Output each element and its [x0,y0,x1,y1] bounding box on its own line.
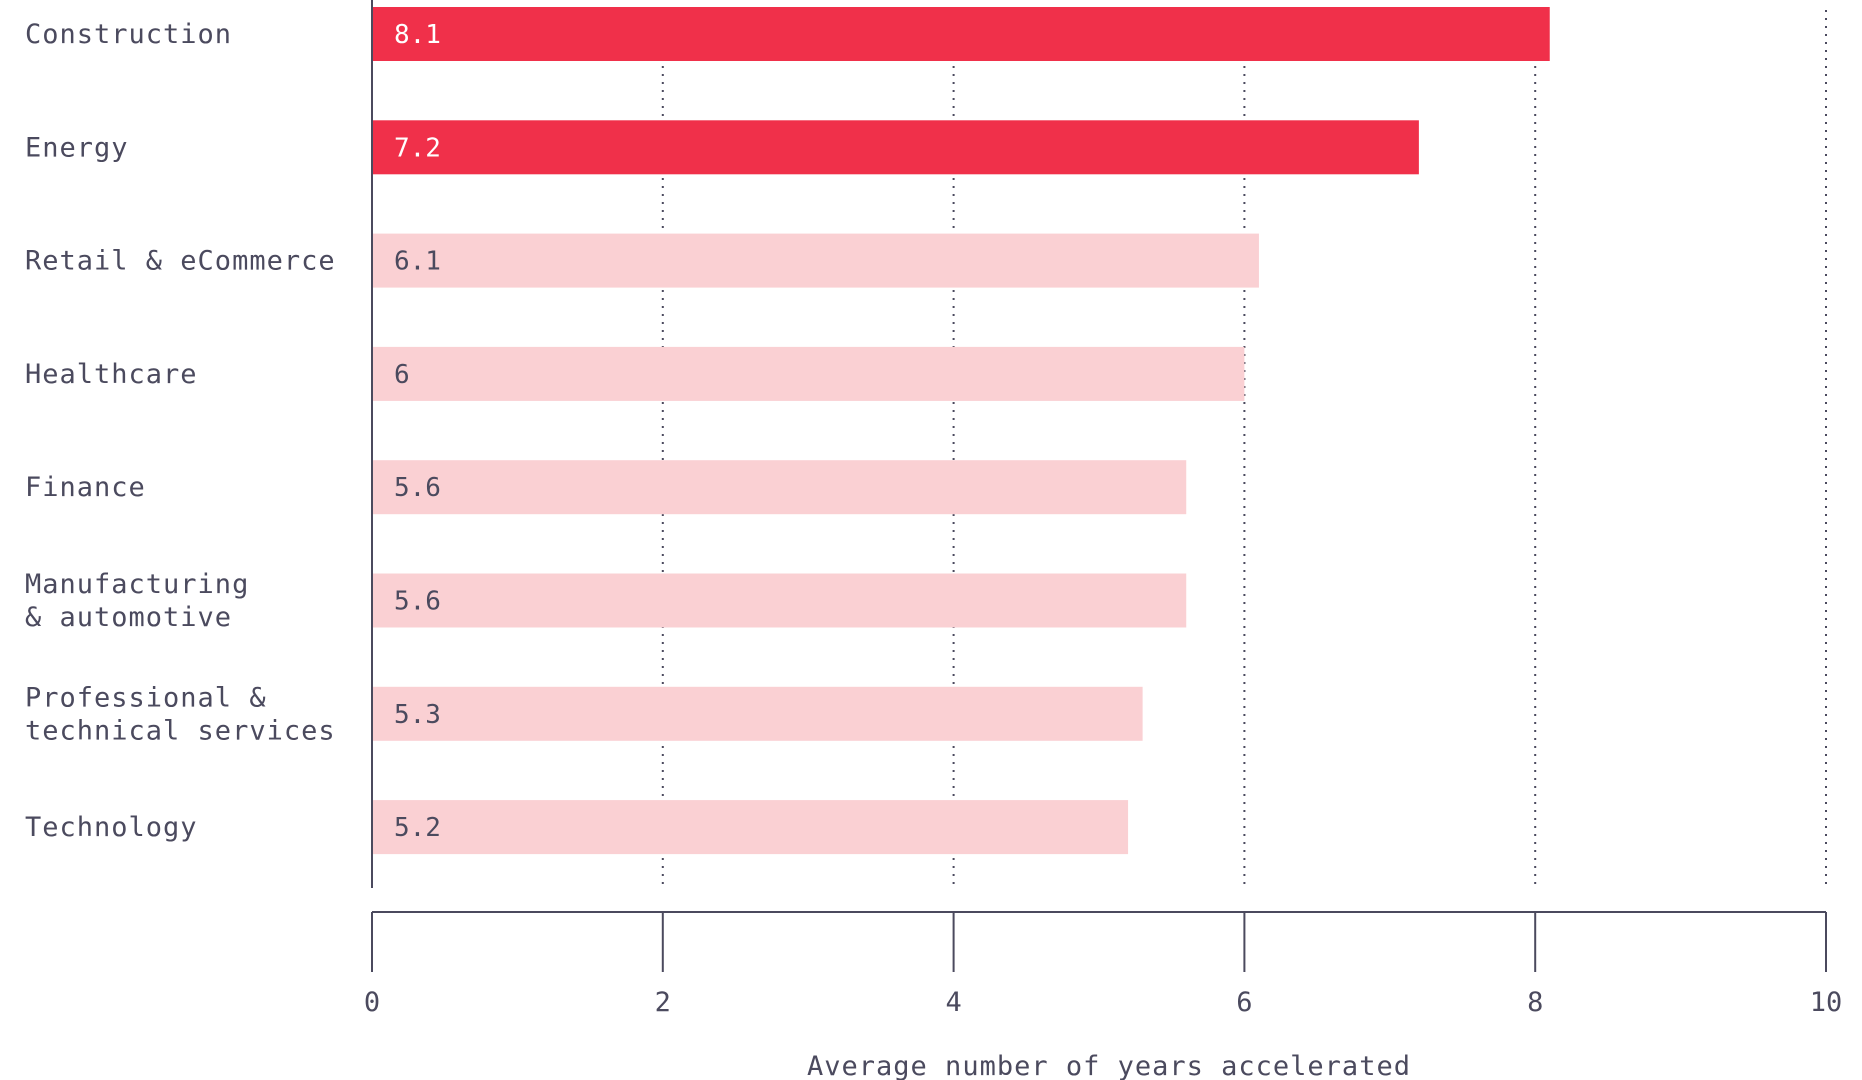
bar [372,233,1259,288]
bar-value-label: 5.3 [394,700,441,730]
x-tick-label: 8 [1527,987,1543,1018]
category-label: Energy [25,132,129,163]
bar [372,573,1187,628]
category-label-line: Retail & eCommerce [25,246,336,277]
category-label-line: & automotive [25,602,232,633]
category-label-line: Energy [25,132,129,163]
category-label-line: technical services [25,715,336,746]
bar [372,800,1129,855]
x-tick-label: 4 [945,987,961,1018]
bars: 8.1 7.2 6.1 6 5.6 5.6 5.3 5.2 [372,7,1550,855]
bar [372,460,1187,515]
bar-value-label: 8.1 [394,20,441,50]
category-label-line: Finance [25,472,146,503]
bar [372,346,1245,401]
category-label: Finance [25,472,146,503]
bar [372,7,1550,61]
x-tick-label: 6 [1236,987,1252,1018]
category-label: Manufacturing & automotive [25,569,249,633]
category-labels: Construction Energy Retail & eCommerce Heal… [25,19,336,843]
category-label-line: Manufacturing [25,569,249,600]
bar [372,120,1419,175]
x-tick-label: 2 [655,987,671,1018]
bar-value-label: 6.1 [394,247,441,277]
bar-value-label: 7.2 [394,133,441,163]
x-axis: 0 2 4 6 8 10 [364,911,1843,1018]
category-label: Technology [25,812,198,843]
category-label: Retail & eCommerce [25,246,336,277]
category-label-line: Technology [25,812,198,843]
x-tick-label: 10 [1810,987,1843,1018]
category-label-line: Healthcare [25,359,198,390]
category-label-line: Construction [25,19,232,50]
bar-value-label: 5.2 [394,813,441,843]
x-axis-title: Average number of years accelerated [807,1051,1411,1080]
category-label-line: Professional & [25,682,267,713]
bar-value-label: 5.6 [394,473,441,503]
category-label: Healthcare [25,359,198,390]
category-label: Professional & technical services [25,682,336,746]
bar-value-label: 5.6 [394,587,441,617]
category-label: Construction [25,19,232,50]
bar [372,686,1143,741]
x-tick-label: 0 [364,987,380,1018]
bar-value-label: 6 [394,360,410,390]
